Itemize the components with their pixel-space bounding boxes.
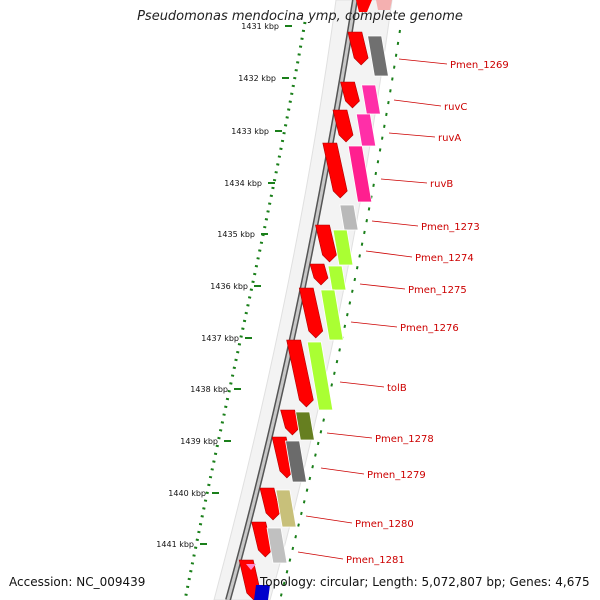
tick-label: 1436 kbp [210, 282, 248, 291]
gene-label: Pmen_1276 [400, 323, 459, 334]
gene-blocks [266, 35, 389, 564]
gene-block [347, 145, 373, 203]
gene-label: Pmen_1280 [355, 519, 414, 530]
cds-arrow [309, 263, 329, 286]
outer-dotted-track [279, 29, 401, 600]
gene-block [306, 341, 334, 411]
label-leader [320, 467, 365, 475]
gc-skew-track [183, 21, 307, 600]
gene-label: Pmen_1273 [421, 222, 480, 233]
cds-arrow [298, 287, 324, 339]
label-leader [380, 178, 428, 184]
cds-arrow [322, 142, 348, 199]
gene-label: Pmen_1279 [367, 470, 426, 481]
gene-block [355, 113, 377, 147]
label-leader [365, 250, 413, 258]
tick-label: 1432 kbp [238, 74, 276, 83]
map-title: Pseudomonas mendocina ymp, complete geno… [137, 9, 463, 24]
gene-block [285, 440, 307, 483]
label-leader [350, 321, 398, 328]
gene-block [266, 527, 288, 564]
label-leader [388, 132, 436, 138]
tick-label: 1440 kbp [168, 489, 206, 498]
cds-arrow [347, 31, 369, 66]
gene-block [295, 411, 315, 441]
label-leader [305, 515, 353, 524]
cds-arrow [315, 224, 337, 263]
gene-block [339, 204, 359, 231]
gene-labels: Pmen_1269 ruvC ruvA ruvB Pmen_1273 Pmen_1274 P… [346, 60, 509, 566]
cds-arrow [376, 0, 392, 10]
gene-label: Pmen_1269 [450, 60, 509, 71]
gene-label: Pmen_1275 [408, 285, 467, 296]
tick-label: 1439 kbp [180, 437, 218, 446]
kbp-ticks: 1431 kbp 1432 kbp 1433 kbp 1434 kbp 1435 kbp… [156, 22, 292, 549]
gene-label: Pmen_1278 [375, 434, 434, 445]
accession-label: Accession: NC_009439 [9, 575, 146, 589]
gene-block [361, 84, 381, 115]
label-leader [359, 283, 406, 290]
tick-label: 1437 kbp [201, 334, 239, 343]
gene-block [320, 289, 344, 341]
cds-arrow [246, 564, 256, 570]
tick-label: 1433 kbp [231, 127, 269, 136]
rna-feature [254, 585, 270, 600]
label-leader [371, 220, 419, 227]
cds-arrow [332, 109, 354, 143]
tick-label: 1434 kbp [224, 179, 262, 188]
gene-block [332, 229, 354, 266]
cds-arrow [286, 339, 314, 408]
gene-label: ruvC [444, 102, 467, 113]
label-leader [339, 381, 385, 388]
tick-label: 1441 kbp [156, 540, 194, 549]
tick-label: 1431 kbp [241, 22, 279, 31]
genome-summary: Topology: circular; Length: 5,072,807 bp… [260, 575, 590, 589]
gene-label: tolB [387, 383, 407, 394]
cds-arrow [259, 487, 281, 521]
gene-label: Pmen_1274 [415, 253, 474, 264]
label-leader [326, 432, 373, 439]
label-leader [393, 99, 442, 107]
label-leader [398, 58, 448, 65]
tick-label: 1438 kbp [190, 385, 228, 394]
gene-block [327, 265, 347, 291]
cds-arrow [280, 409, 300, 436]
gene-label-leaders [297, 58, 448, 560]
gene-label: ruvA [438, 133, 461, 144]
cds-arrow [340, 81, 360, 109]
gene-block [275, 489, 297, 528]
gene-label: Pmen_1281 [346, 555, 405, 566]
cds-arrow [356, 0, 372, 12]
tick-label: 1435 kbp [217, 230, 255, 239]
label-leader [297, 551, 344, 560]
gene-label: ruvB [430, 179, 453, 190]
gene-block [367, 35, 389, 77]
backbone [226, 0, 357, 600]
